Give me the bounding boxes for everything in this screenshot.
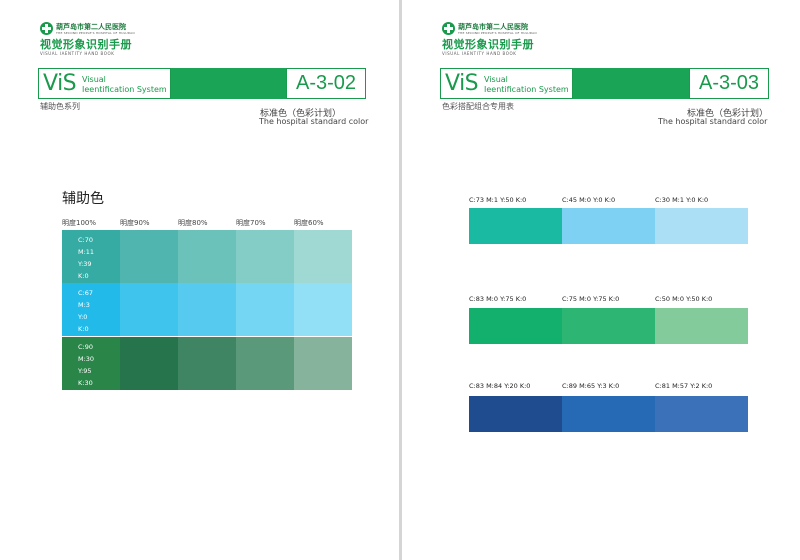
color-swatch	[294, 337, 352, 390]
header-green-bar	[171, 68, 286, 99]
cmyk-label: C:50 M:0 Y:50 K:0	[655, 295, 713, 303]
color-swatch	[236, 230, 294, 283]
color-swatch	[236, 337, 294, 390]
manual-title-en: VISUAL IAENTITY HAND BOOK	[442, 51, 517, 56]
left-page: 葫芦岛市第二人民医院 THE SECOND PEOPLE'S HOSPITAL …	[0, 0, 399, 560]
cmyk-label: C:30 M:1 Y:0 K:0	[655, 196, 709, 204]
hospital-name: 葫芦岛市第二人民医院	[56, 23, 126, 31]
vis-logo: ViS	[43, 71, 77, 96]
cmyk-value: K:0	[78, 325, 89, 333]
cmyk-value: C:90	[78, 343, 93, 351]
color-swatch	[62, 283, 120, 336]
section-title: 色彩搭配组合专用表	[442, 102, 514, 111]
color-swatch	[236, 283, 294, 336]
cmyk-value: C:67	[78, 289, 93, 297]
cmyk-values: C:67 M:3 Y:0 K:0	[78, 287, 93, 335]
color-swatch	[62, 337, 120, 390]
cmyk-values: C:70 M:11 Y:39 K:0	[78, 234, 94, 282]
color-bar-segment	[469, 308, 562, 344]
standard-color-en: The hospital standard color	[259, 117, 369, 126]
color-swatch	[120, 230, 178, 283]
hospital-logo: 葫芦岛市第二人民医院 THE SECOND PEOPLE'S HOSPITAL …	[40, 22, 190, 62]
cmyk-value: K:0	[78, 272, 89, 280]
standard-color-cn: 标准色（色彩计划）	[687, 109, 769, 119]
color-swatch	[120, 337, 178, 390]
cmyk-label: C:83 M:84 Y:20 K:0	[469, 382, 531, 390]
cmyk-value: M:3	[78, 301, 90, 309]
color-bar-segment	[562, 208, 655, 244]
cmyk-value: M:30	[78, 355, 95, 363]
vis-line2: Ieentification System	[484, 85, 569, 94]
hospital-logo: 葫芦岛市第二人民医院 THE SECOND PEOPLE'S HOSPITAL …	[442, 22, 592, 62]
brightness-label: 明度60%	[294, 219, 324, 227]
header-green-bar	[573, 68, 689, 99]
page-code: A-3-03	[689, 68, 769, 99]
cmyk-label: C:75 M:0 Y:75 K:0	[562, 295, 620, 303]
manual-title-en: VISUAL IAENTITY HAND BOOK	[40, 51, 115, 56]
brightness-label: 明度70%	[236, 219, 266, 227]
color-bar-segment	[562, 308, 655, 344]
color-swatch	[294, 283, 352, 336]
color-swatch	[62, 230, 120, 283]
color-bar-segment	[562, 396, 655, 432]
manual-title: 视觉形象识别手册	[40, 38, 132, 51]
cmyk-value: Y:39	[78, 260, 92, 268]
cmyk-value: C:70	[78, 236, 93, 244]
section-title: 辅助色系列	[40, 102, 80, 111]
color-swatch	[178, 230, 236, 283]
vis-header-box: ViS Visual Ieentification System	[440, 68, 573, 99]
color-bar-segment	[655, 208, 748, 244]
standard-color-en: The hospital standard color	[658, 117, 768, 126]
medical-cross-icon	[40, 22, 53, 35]
page-code: A-3-02	[286, 68, 366, 99]
cmyk-value: Y:0	[78, 313, 88, 321]
hospital-name-en: THE SECOND PEOPLE'S HOSPITAL OF HULUDAO	[458, 31, 537, 35]
brightness-label: 明度100%	[62, 219, 97, 227]
cmyk-label: C:81 M:57 Y:2 K:0	[655, 382, 713, 390]
brightness-label: 明度90%	[120, 219, 150, 227]
cmyk-label: C:89 M:65 Y:3 K:0	[562, 382, 620, 390]
vis-header-box: ViS Visual Ieentification System	[38, 68, 171, 99]
cmyk-value: Y:95	[78, 367, 92, 375]
right-page: 葫芦岛市第二人民医院 THE SECOND PEOPLE'S HOSPITAL …	[402, 0, 800, 560]
cmyk-value: K:30	[78, 379, 93, 387]
hospital-name-en: THE SECOND PEOPLE'S HOSPITAL OF HULUDAO	[56, 31, 135, 35]
cmyk-label: C:45 M:0 Y:0 K:0	[562, 196, 616, 204]
brightness-label: 明度80%	[178, 219, 208, 227]
vis-logo: ViS	[445, 71, 479, 96]
auxiliary-color-title: 辅助色	[62, 191, 104, 207]
standard-color-cn: 标准色（色彩计划）	[260, 109, 342, 119]
vis-line1: Visual	[82, 75, 106, 84]
cmyk-label: C:73 M:1 Y:50 K:0	[469, 196, 527, 204]
color-swatch	[178, 337, 236, 390]
color-bar-segment	[469, 396, 562, 432]
color-bar-segment	[655, 396, 748, 432]
hospital-name: 葫芦岛市第二人民医院	[458, 23, 528, 31]
book-spine	[399, 0, 402, 560]
medical-cross-icon	[442, 22, 455, 35]
color-swatch	[178, 283, 236, 336]
vis-line1: Visual	[484, 75, 508, 84]
color-swatch	[120, 283, 178, 336]
cmyk-label: C:83 M:0 Y:75 K:0	[469, 295, 527, 303]
color-bar-segment	[469, 208, 562, 244]
color-bar-segment	[655, 308, 748, 344]
vis-line2: Ieentification System	[82, 85, 167, 94]
color-swatch	[294, 230, 352, 283]
cmyk-values: C:90 M:30 Y:95 K:30	[78, 341, 94, 389]
manual-title: 视觉形象识别手册	[442, 38, 534, 51]
cmyk-value: M:11	[78, 248, 95, 256]
